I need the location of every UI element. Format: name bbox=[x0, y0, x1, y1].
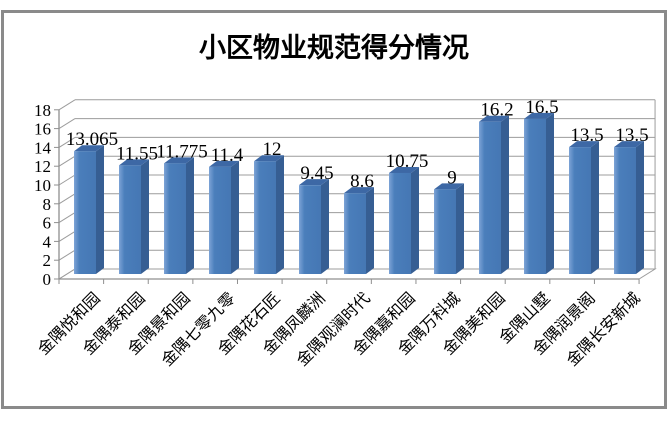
bar-side-face bbox=[411, 166, 419, 274]
gridline-diagonal bbox=[58, 174, 76, 186]
data-label: 9.45 bbox=[300, 163, 333, 184]
gridline-diagonal bbox=[58, 136, 76, 148]
bar[interactable] bbox=[614, 147, 636, 274]
bar-side-face bbox=[141, 159, 149, 274]
data-label: 11.4 bbox=[211, 145, 244, 166]
bar-top-face bbox=[479, 115, 509, 122]
gridline-diagonal bbox=[58, 230, 76, 242]
y-axis-label: 12 bbox=[34, 157, 51, 176]
bar-group bbox=[74, 145, 104, 274]
bar-top-face bbox=[119, 159, 149, 166]
gridline-diagonal bbox=[58, 155, 76, 167]
bar-side-face bbox=[456, 183, 464, 274]
bar-side-face bbox=[186, 157, 194, 274]
bar-top-face bbox=[254, 155, 284, 162]
gridline-diagonal bbox=[58, 193, 76, 205]
bar-side-face bbox=[276, 155, 284, 274]
data-label: 9 bbox=[447, 167, 457, 188]
gridline-diagonal bbox=[58, 268, 76, 280]
y-axis-label: 2 bbox=[43, 251, 52, 270]
bar-side-face bbox=[636, 141, 644, 274]
bar-side-face bbox=[501, 115, 509, 274]
bar[interactable] bbox=[119, 165, 141, 274]
bar[interactable] bbox=[254, 161, 276, 274]
bar-group bbox=[524, 112, 554, 275]
gridline-diagonal bbox=[58, 99, 76, 111]
chart-title: 小区物业规范得分情况 bbox=[199, 33, 469, 63]
data-label: 12 bbox=[263, 139, 282, 160]
bar-top-face bbox=[569, 141, 599, 148]
bar-group bbox=[299, 179, 329, 274]
bar-group bbox=[344, 187, 374, 274]
bar[interactable] bbox=[344, 193, 366, 274]
chart-frame: 小区物业规范得分情况 0 2 4 6 8 10 12 14 16 18 13.065 11.55 11… bbox=[1, 10, 667, 409]
y-axis-label: 8 bbox=[43, 195, 52, 214]
x-axis-labels: 金隅悦和园金隅泰和园金隅景和园金隅七零九零金隅花石匠金隅凤麟洲金隅观澜时代金隅嘉… bbox=[35, 289, 644, 370]
bar-side-face bbox=[546, 112, 554, 275]
bar-group bbox=[614, 141, 644, 274]
data-label: 13.5 bbox=[615, 125, 648, 146]
bar-group bbox=[254, 155, 284, 274]
bar-side-face bbox=[321, 179, 329, 274]
y-axis-label: 18 bbox=[34, 101, 51, 120]
data-label: 16.5 bbox=[525, 97, 558, 118]
bar[interactable] bbox=[209, 166, 231, 274]
data-label: 13.065 bbox=[66, 129, 118, 150]
bar-side-face bbox=[96, 145, 104, 274]
bar-top-face bbox=[164, 157, 194, 164]
bar-top-face bbox=[614, 141, 644, 148]
bar-group bbox=[434, 183, 464, 274]
bar-group bbox=[209, 160, 239, 274]
bar-side-face bbox=[231, 160, 239, 274]
data-label: 11.775 bbox=[156, 141, 208, 162]
y-axis-label: 6 bbox=[43, 214, 52, 233]
bar-group bbox=[119, 159, 149, 274]
bar-top-face bbox=[389, 166, 419, 173]
data-label: 10.75 bbox=[386, 151, 429, 172]
bar[interactable] bbox=[434, 189, 456, 274]
y-axis-label: 10 bbox=[34, 176, 51, 195]
gridline-diagonal bbox=[58, 249, 76, 261]
bar[interactable] bbox=[389, 172, 411, 274]
bar[interactable] bbox=[479, 121, 501, 274]
gridline-diagonal bbox=[58, 212, 76, 224]
y-axis-label: 4 bbox=[43, 232, 52, 251]
data-label: 16.2 bbox=[480, 100, 513, 121]
bar-top-face bbox=[524, 112, 554, 119]
bar-group bbox=[164, 157, 194, 274]
y-axis-label: 14 bbox=[34, 138, 52, 157]
bar-top-face bbox=[209, 160, 239, 167]
bar[interactable] bbox=[299, 185, 321, 274]
bar-group bbox=[389, 166, 419, 274]
y-axis-label: 16 bbox=[34, 120, 51, 139]
bar-top-face bbox=[74, 145, 104, 152]
data-label: 8.6 bbox=[350, 171, 374, 192]
bar-series bbox=[74, 112, 644, 275]
gridline-diagonal bbox=[58, 118, 76, 130]
bar-group bbox=[569, 141, 599, 274]
bar[interactable] bbox=[524, 118, 546, 275]
y-axis-label: 0 bbox=[43, 270, 52, 289]
bar-side-face bbox=[366, 187, 374, 274]
bar-top-face bbox=[299, 179, 329, 186]
bar-group bbox=[479, 115, 509, 274]
data-label: 11.55 bbox=[116, 143, 158, 164]
data-label: 13.5 bbox=[570, 125, 603, 146]
bar[interactable] bbox=[74, 151, 96, 274]
bar-top-face bbox=[344, 187, 374, 194]
bar-side-face bbox=[591, 141, 599, 274]
bar[interactable] bbox=[569, 147, 591, 274]
bar[interactable] bbox=[164, 163, 186, 274]
axes bbox=[54, 109, 640, 284]
bar-top-face bbox=[434, 183, 464, 190]
